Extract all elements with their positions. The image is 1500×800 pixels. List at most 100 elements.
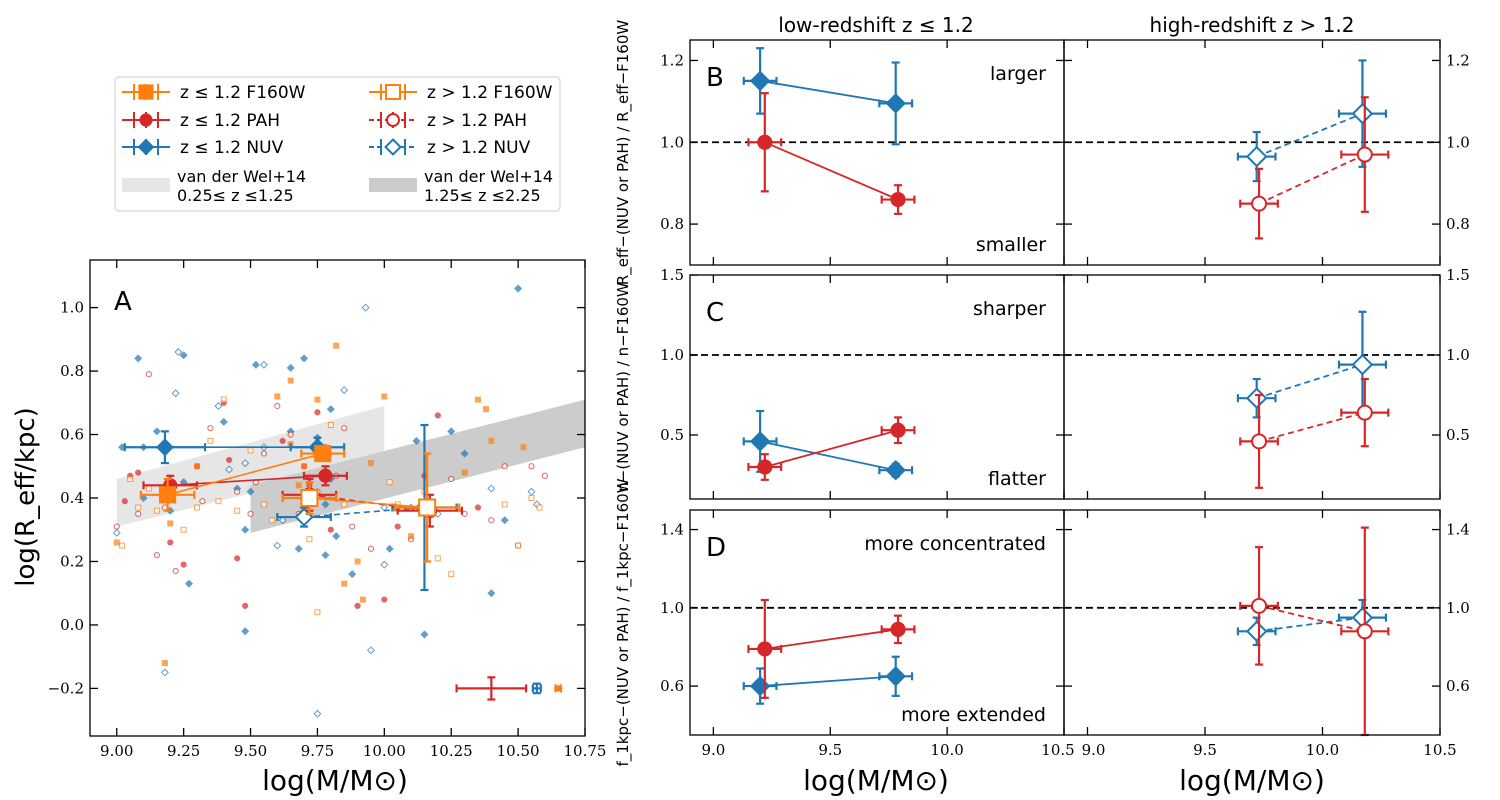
- y-tick-label: 1.2: [660, 51, 684, 69]
- binned-marker: [318, 468, 333, 483]
- legend-label: z ≤ 1.2 NUV: [180, 138, 284, 158]
- scatter-point: [527, 487, 536, 496]
- nuv-marker: [1245, 145, 1268, 168]
- x-tick-label: 9.50: [234, 742, 267, 760]
- scatter-point: [294, 544, 303, 553]
- scatter-point: [161, 660, 168, 667]
- scatter-point: [241, 525, 250, 534]
- binned-line: [303, 506, 425, 518]
- nuv-marker: [749, 70, 771, 92]
- scatter-point: [119, 542, 126, 549]
- x-tick-label: 9.75: [301, 742, 334, 760]
- x-tick-label: 10.0: [1306, 741, 1339, 759]
- scatter-point: [341, 501, 348, 508]
- scatter-point: [314, 396, 321, 403]
- annotation-top: more concentrated: [864, 533, 1046, 555]
- binned-marker: [314, 444, 332, 463]
- binned-line: [309, 497, 428, 509]
- scatter-point: [274, 393, 281, 400]
- y-tick-label: 1.4: [660, 521, 684, 539]
- ylabel-c: n−(NUV or PAH) / n−F160W: [614, 282, 632, 492]
- scatter-point: [194, 463, 201, 470]
- scatter-point: [247, 447, 254, 454]
- nuv-marker: [749, 431, 771, 452]
- scatter-point: [274, 402, 281, 410]
- pah-marker: [1356, 146, 1373, 163]
- y-tick-label: 0.6: [60, 426, 84, 444]
- scatter-point: [260, 450, 268, 457]
- scatter-point: [541, 472, 548, 479]
- pah-marker: [1251, 195, 1268, 212]
- scatter-point: [247, 510, 254, 517]
- x-tick-label: 10.00: [363, 742, 406, 760]
- annotation-bottom: more extended: [901, 704, 1046, 726]
- nuv-line: [1256, 363, 1363, 400]
- scatter-point: [167, 539, 174, 546]
- scatter-point: [332, 532, 341, 541]
- panel-frame: [1063, 509, 1441, 736]
- binned-marker: [155, 438, 174, 457]
- scatter-point: [474, 504, 482, 511]
- scatter-point: [448, 571, 455, 578]
- scatter-point: [219, 417, 228, 426]
- scatter-point: [286, 363, 295, 372]
- annotation-bottom: smaller: [976, 234, 1046, 256]
- scatter-point: [412, 436, 421, 445]
- annotation-top: sharper: [973, 298, 1046, 320]
- legend-marker: [385, 84, 401, 100]
- xlabel-a: log(M/M⊙): [262, 764, 408, 797]
- legend-marker: [137, 138, 155, 156]
- y-tick-label: 1.0: [660, 599, 684, 617]
- pah-line: [764, 628, 899, 650]
- binned-marker: [418, 498, 437, 517]
- binned-line: [167, 452, 323, 496]
- x-tick-label: 9.00: [100, 742, 133, 760]
- scatter-point: [460, 449, 469, 458]
- scatter-point: [160, 668, 169, 677]
- legend-label: z ≤ 1.2 F160W: [180, 83, 306, 103]
- panel-label: C: [706, 298, 724, 328]
- pah-marker: [1356, 404, 1373, 421]
- scatter-point: [135, 469, 142, 476]
- scatter-point: [234, 488, 241, 495]
- panel-label-a: A: [114, 287, 132, 317]
- scatter-point: [207, 437, 214, 444]
- scatter-point: [287, 377, 294, 384]
- scatter-point: [278, 516, 287, 525]
- panels-bcd: 0.8 1.0 1.2 B larger smaller 0.8 1.0 1.2 R_eff−(N…: [614, 20, 1470, 767]
- y-tick-label: 1.0: [1446, 133, 1470, 151]
- x-tick-label: 9.0: [701, 741, 725, 759]
- scatter-point: [515, 542, 522, 549]
- legend-label: z > 1.2 PAH: [427, 111, 527, 131]
- scatter-point: [380, 560, 389, 569]
- legend-band-label: 0.25≤ z ≤1.25: [177, 186, 294, 205]
- pah-marker: [890, 191, 906, 208]
- legend-marker: [384, 138, 402, 156]
- scatter-point: [394, 523, 401, 530]
- scatter-point: [381, 393, 388, 400]
- y-tick-label: 1.0: [660, 346, 684, 364]
- panel-b-high: 0.8 1.0 1.2: [1063, 39, 1470, 266]
- scatter-point: [528, 463, 535, 470]
- pah-marker: [1356, 623, 1373, 640]
- y-tick-label: −0.2: [48, 679, 84, 697]
- y-tick-label: 0.8: [60, 362, 84, 380]
- xlabel-low: log(M/M⊙): [803, 764, 949, 797]
- scatter-point: [366, 646, 375, 655]
- legend-band: [369, 178, 417, 192]
- scatter-point: [172, 567, 179, 575]
- scatter-point: [333, 342, 340, 349]
- scatter-point: [314, 609, 321, 616]
- scatter-point: [359, 596, 366, 603]
- pah-marker: [1251, 433, 1268, 450]
- scatter-point: [287, 431, 294, 438]
- scatter-point: [220, 396, 227, 403]
- scatter-point: [340, 386, 349, 395]
- y-tick-label: 0.0: [60, 616, 84, 634]
- scatter-point: [167, 520, 174, 527]
- scatter-point: [234, 507, 241, 514]
- nuv-line: [759, 440, 896, 472]
- legend-band-label: van der Wel+14: [177, 167, 306, 186]
- scatter-point: [367, 460, 374, 467]
- col-title-high: high-redshift z > 1.2: [1150, 13, 1355, 37]
